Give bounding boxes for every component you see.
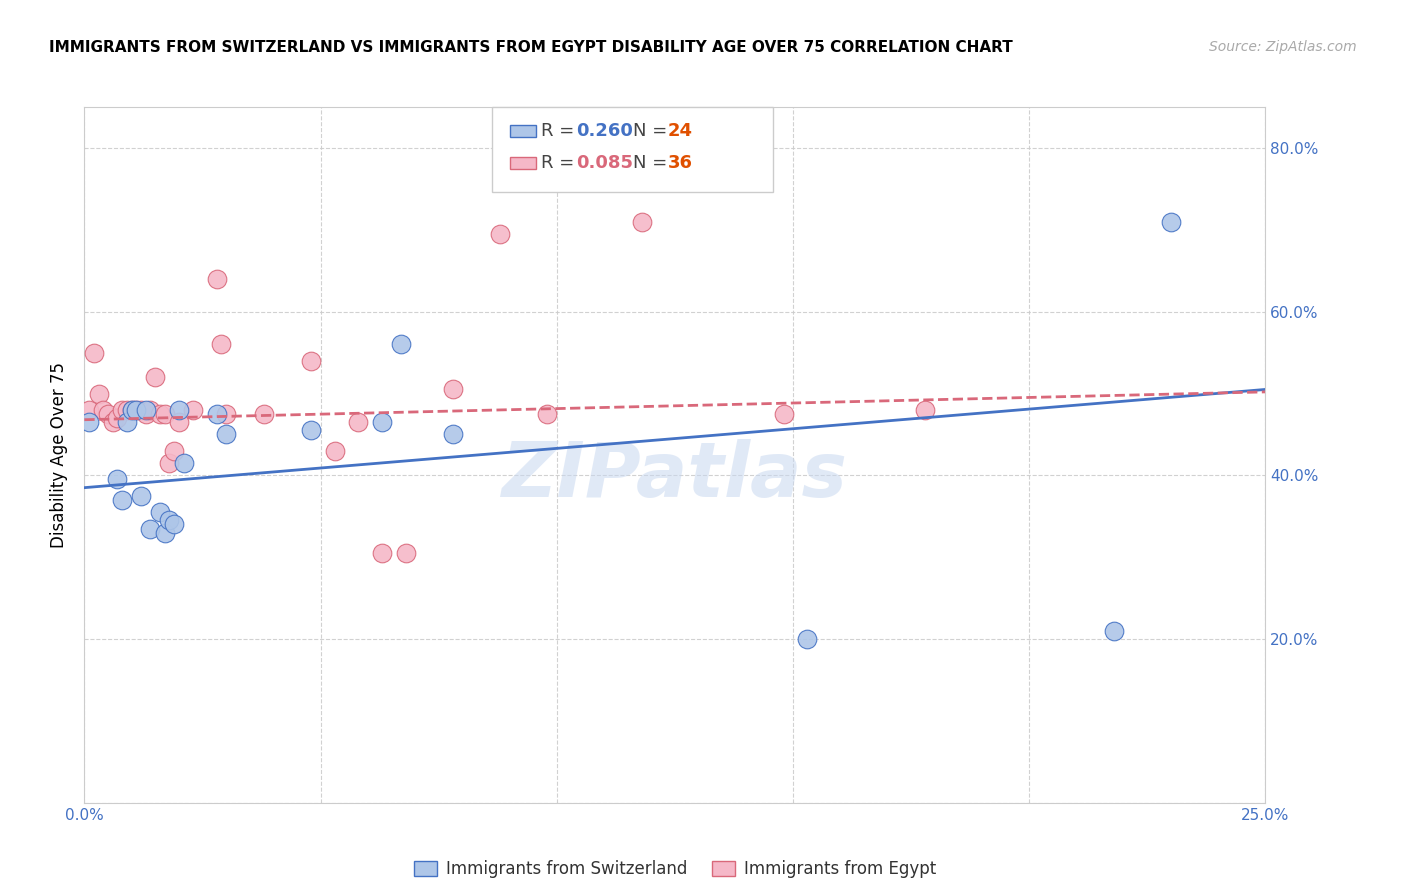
Point: [299, 423, 322, 437]
Point: [101, 415, 124, 429]
Point: [167, 403, 190, 417]
Point: [299, 353, 322, 368]
Point: [115, 403, 138, 417]
Point: [441, 427, 464, 442]
Point: [129, 489, 152, 503]
Point: [441, 383, 464, 397]
Point: [143, 370, 166, 384]
Text: R =: R =: [541, 122, 581, 140]
Point: [181, 403, 204, 417]
Point: [157, 513, 180, 527]
Point: [1160, 214, 1182, 228]
Text: 0.085: 0.085: [576, 154, 634, 172]
Point: [323, 443, 346, 458]
Point: [489, 227, 512, 241]
Point: [163, 517, 186, 532]
Point: [536, 407, 558, 421]
Point: [796, 632, 818, 646]
Text: R =: R =: [541, 154, 581, 172]
Point: [87, 386, 110, 401]
Point: [135, 407, 157, 421]
Point: [347, 415, 370, 429]
Point: [173, 456, 195, 470]
Point: [149, 407, 172, 421]
Text: N =: N =: [633, 122, 672, 140]
Point: [125, 403, 148, 417]
Point: [389, 337, 412, 351]
Point: [107, 411, 129, 425]
Point: [121, 403, 143, 417]
Text: ZIPatlas: ZIPatlas: [502, 439, 848, 513]
Point: [253, 407, 276, 421]
Point: [91, 403, 114, 417]
Point: [83, 345, 105, 359]
Point: [149, 505, 172, 519]
Y-axis label: Disability Age Over 75: Disability Age Over 75: [51, 362, 69, 548]
Point: [215, 407, 238, 421]
Point: [121, 403, 143, 417]
Point: [215, 427, 238, 442]
Text: 36: 36: [668, 154, 693, 172]
Point: [107, 473, 129, 487]
Point: [157, 456, 180, 470]
Point: [914, 403, 936, 417]
Point: [135, 403, 157, 417]
Point: [153, 407, 176, 421]
Point: [111, 492, 134, 507]
Point: [371, 415, 394, 429]
Point: [772, 407, 794, 421]
Point: [167, 415, 190, 429]
Point: [115, 415, 138, 429]
Point: [205, 407, 228, 421]
Point: [77, 415, 100, 429]
Point: [77, 403, 100, 417]
Point: [371, 546, 394, 560]
Point: [129, 403, 152, 417]
Point: [163, 443, 186, 458]
Point: [394, 546, 416, 560]
Text: 0.260: 0.260: [576, 122, 633, 140]
Text: IMMIGRANTS FROM SWITZERLAND VS IMMIGRANTS FROM EGYPT DISABILITY AGE OVER 75 CORR: IMMIGRANTS FROM SWITZERLAND VS IMMIGRANT…: [49, 40, 1012, 55]
Point: [139, 403, 162, 417]
Text: 24: 24: [668, 122, 693, 140]
Point: [139, 522, 162, 536]
Point: [97, 407, 120, 421]
Point: [209, 337, 232, 351]
Point: [153, 525, 176, 540]
Point: [205, 272, 228, 286]
Point: [630, 214, 652, 228]
Legend: Immigrants from Switzerland, Immigrants from Egypt: Immigrants from Switzerland, Immigrants …: [408, 854, 942, 885]
Point: [1102, 624, 1125, 638]
Text: N =: N =: [633, 154, 672, 172]
Point: [111, 403, 134, 417]
Text: Source: ZipAtlas.com: Source: ZipAtlas.com: [1209, 40, 1357, 54]
Point: [125, 403, 148, 417]
